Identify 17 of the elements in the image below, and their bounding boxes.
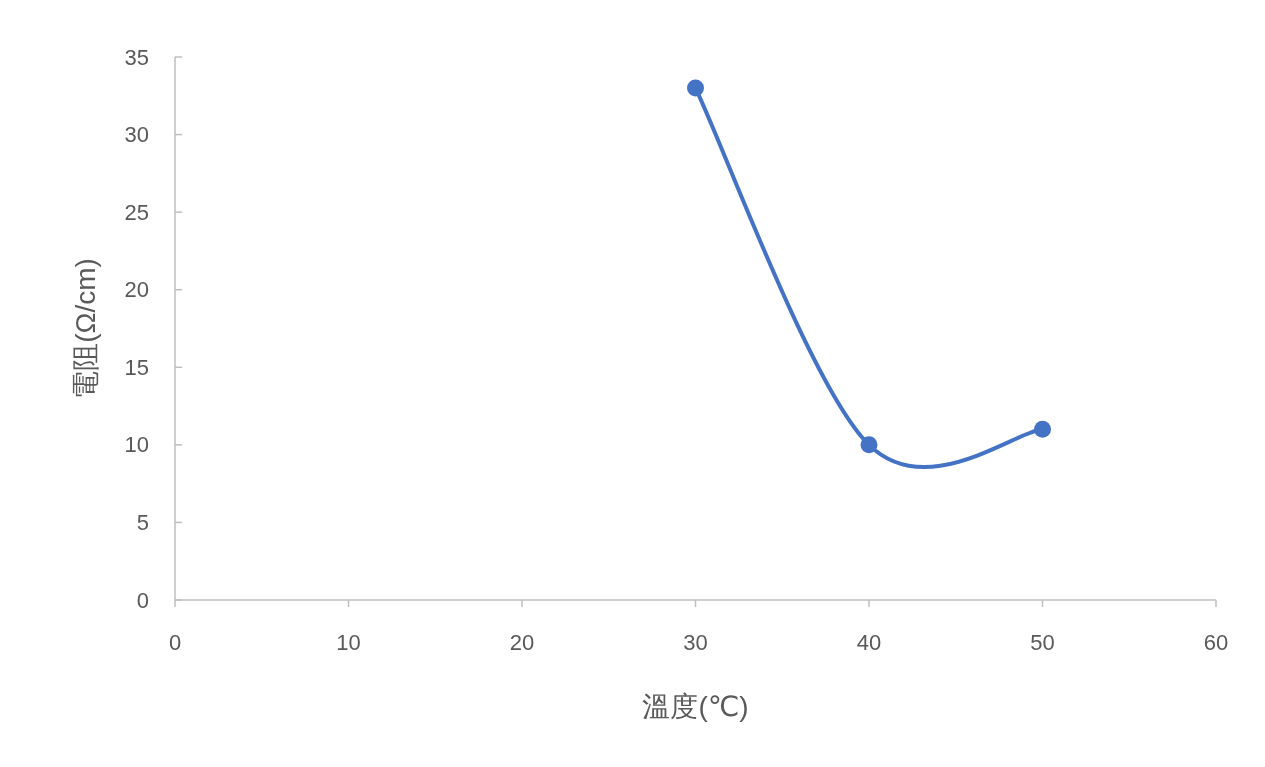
x-axis-title: 溫度(℃) [642, 691, 749, 722]
y-axis-title: 電阻(Ω/cm) [70, 258, 101, 399]
y-tick-label: 15 [124, 354, 149, 380]
x-tick-label: 10 [336, 630, 361, 655]
x-tick-label: 0 [168, 630, 182, 655]
x-tick-label: 20 [509, 630, 535, 655]
y-tick-label: 30 [124, 122, 149, 148]
x-tick-label: 50 [1030, 630, 1055, 655]
y-tick-label: 25 [124, 199, 149, 225]
x-tick-label: 60 [1203, 630, 1229, 655]
x-tick-label: 40 [856, 630, 882, 655]
y-tick-label: 20 [124, 277, 149, 303]
x-tick-label: 30 [683, 630, 708, 655]
y-tick-label: 5 [136, 509, 149, 535]
y-tick-label: 0 [136, 587, 149, 613]
y-tick-label: 10 [124, 432, 149, 458]
y-tick-label: 35 [124, 44, 149, 70]
